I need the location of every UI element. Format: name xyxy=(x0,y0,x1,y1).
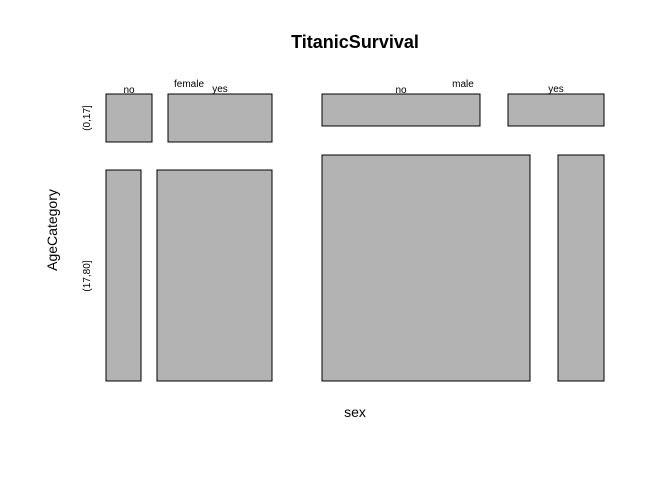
x-category-label-female: female xyxy=(174,79,204,90)
survived-label-male-no: no xyxy=(395,85,407,96)
y-axis-label: AgeCategory xyxy=(44,189,60,271)
mosaic-tile-female-17-80-yes xyxy=(156,169,273,382)
mosaic-tile-male-17-80-yes xyxy=(557,154,605,382)
mosaic-tile-female-17-80-no xyxy=(105,169,142,382)
y-category-label-0-17: (0,17] xyxy=(82,105,93,131)
mosaic-tile-male-0-17-yes xyxy=(507,93,605,127)
mosaic-tiles xyxy=(105,93,605,382)
mosaic-tile-male-0-17-no xyxy=(321,93,481,127)
survived-label-female-yes: yes xyxy=(212,84,228,95)
y-category-label-17-80: (17,80] xyxy=(82,260,93,291)
mosaic-tile-male-17-80-no xyxy=(321,154,531,382)
survived-label-female-no: no xyxy=(123,85,135,96)
mosaic-tile-female-0-17-no xyxy=(105,93,153,143)
x-category-label-male: male xyxy=(452,79,474,90)
x-axis-label: sex xyxy=(344,404,366,420)
mosaic-tile-female-0-17-yes xyxy=(167,93,273,143)
chart-title: TitanicSurvival xyxy=(291,32,419,52)
survived-label-male-yes: yes xyxy=(548,84,564,95)
